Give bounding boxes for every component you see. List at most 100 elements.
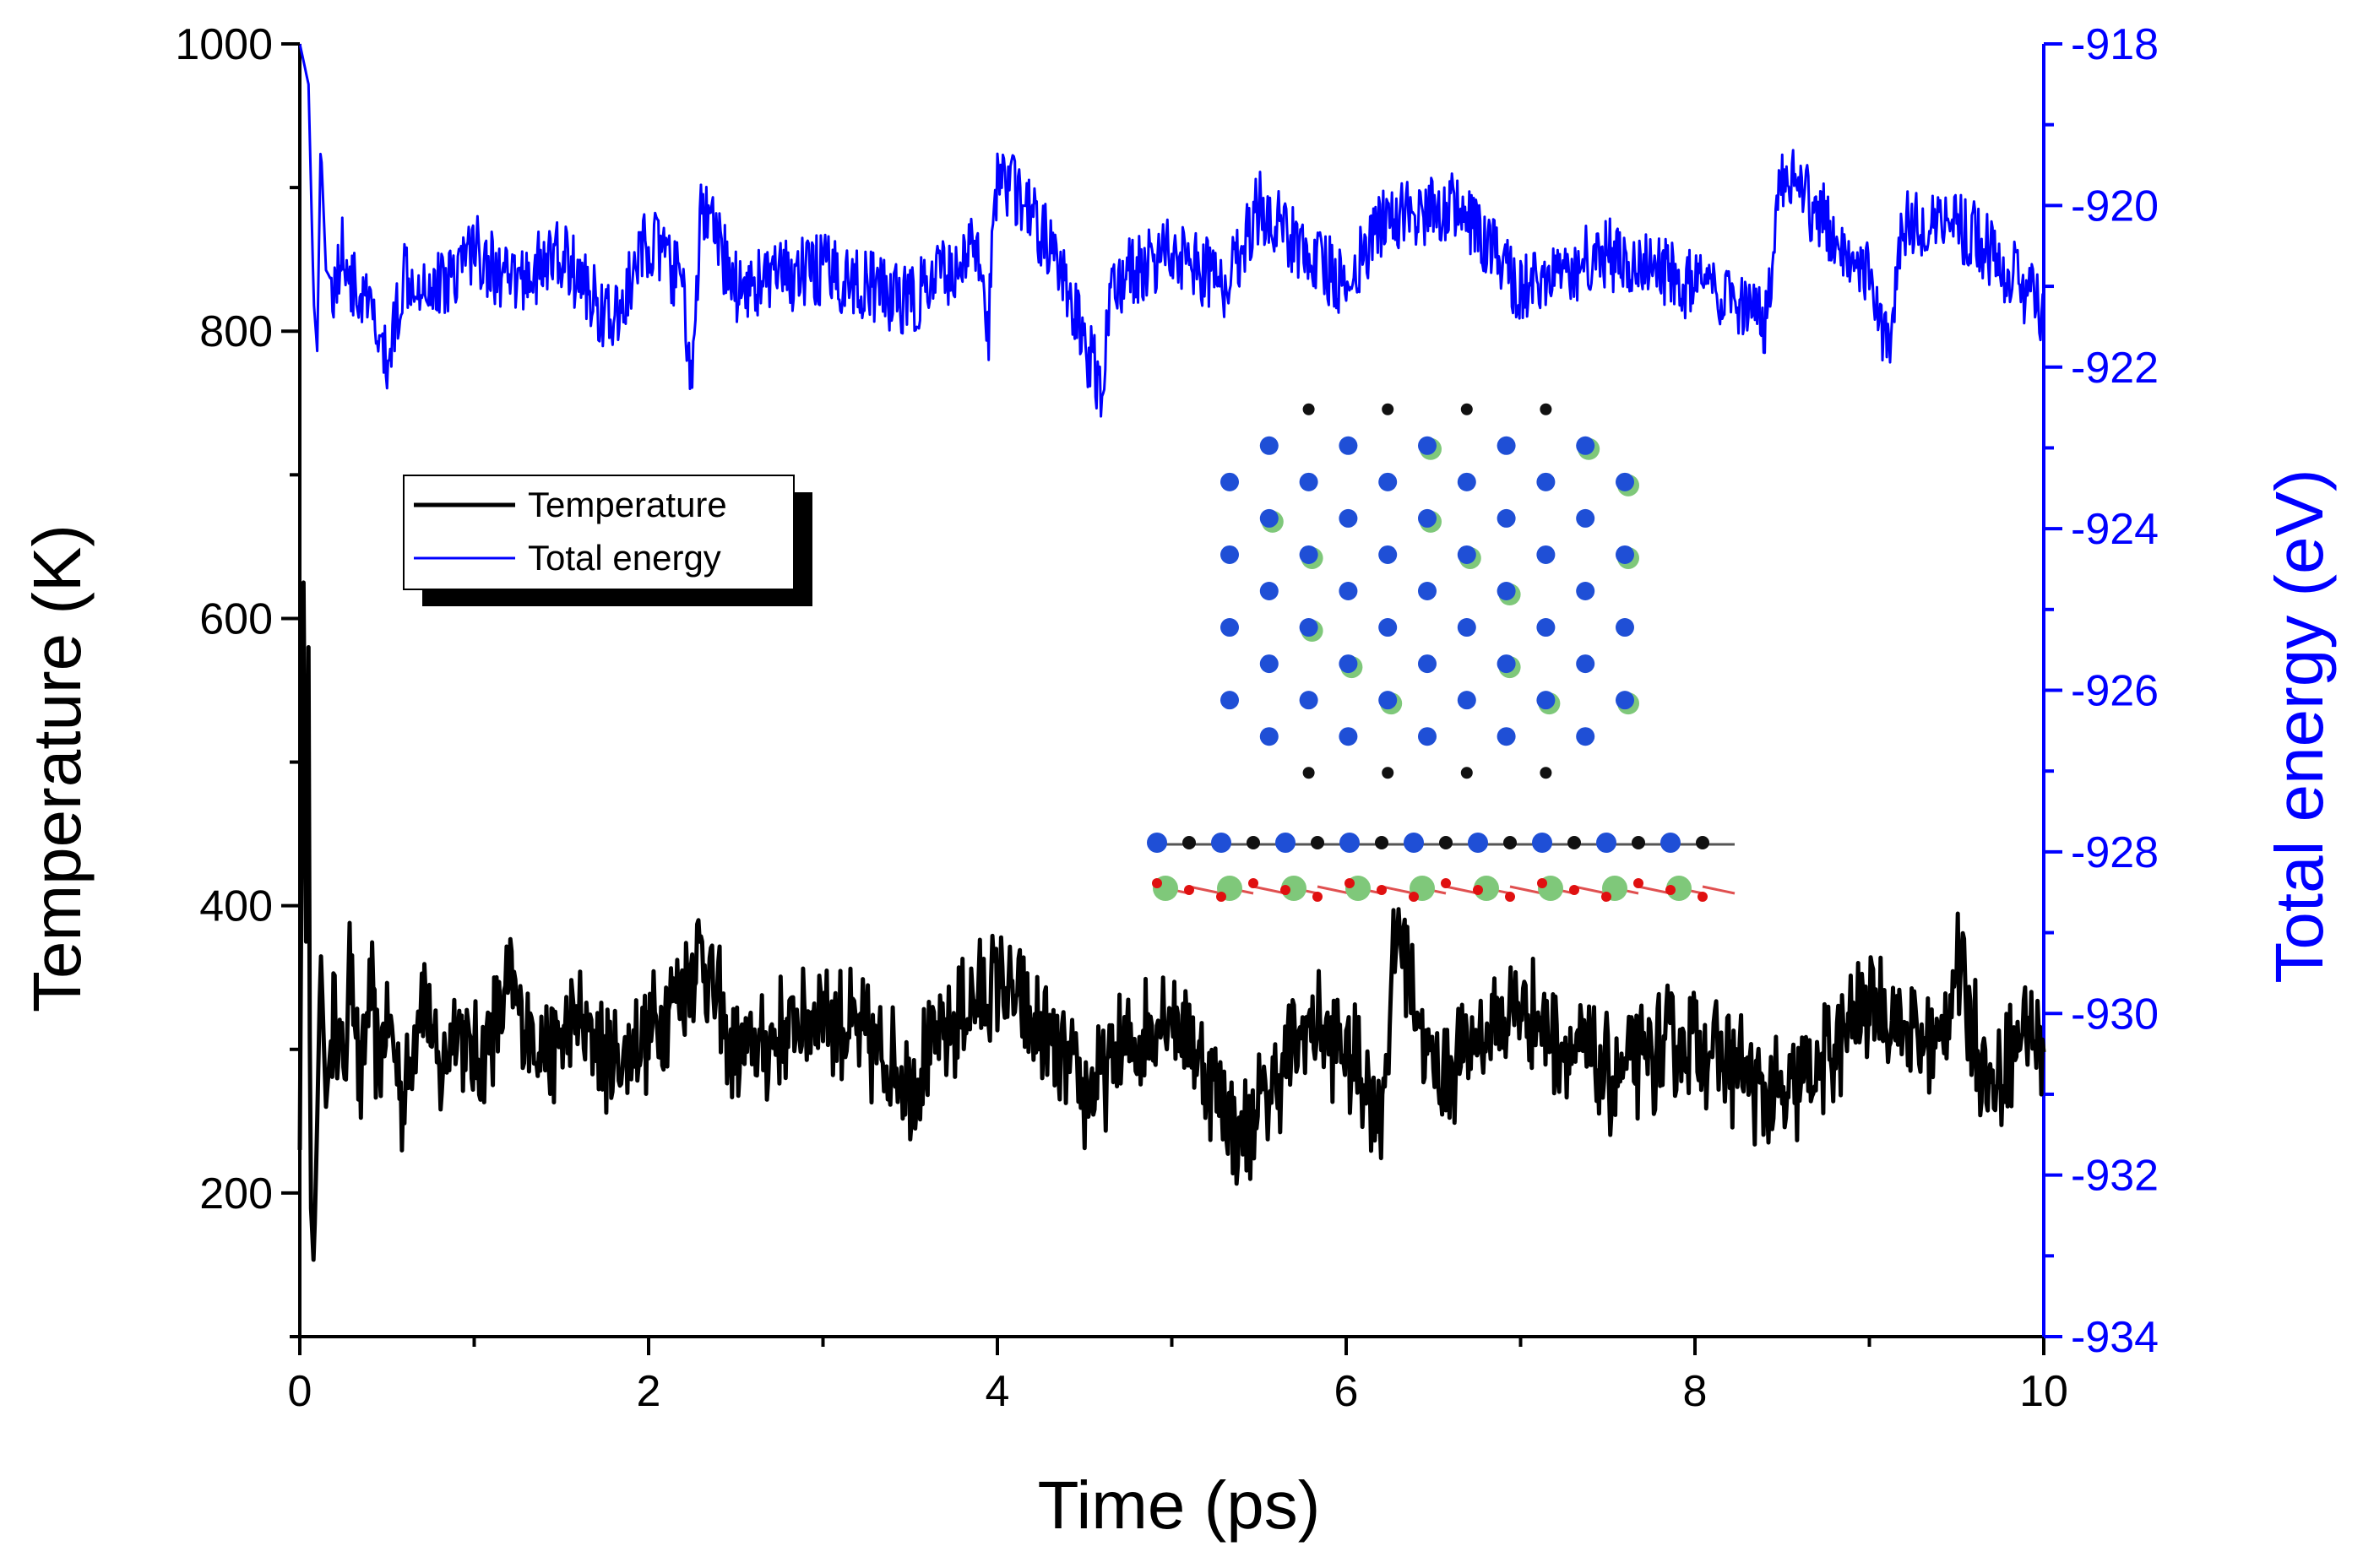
inset-atom-blue <box>1536 618 1556 638</box>
inset-atom-blue <box>1576 654 1595 674</box>
inset-atom-blue <box>1299 545 1318 564</box>
inset-atom-side-red <box>1344 878 1355 888</box>
inset-atom-blue <box>1536 472 1556 491</box>
inset-bond <box>1445 885 1479 895</box>
inset-atom-black <box>1460 767 1473 779</box>
inset-atom-side-top <box>1339 833 1360 853</box>
series-layer <box>297 43 2046 1262</box>
x-axis: 0 2 4 6 8 10 <box>288 1337 2068 1416</box>
y-right-tick-label: -922 <box>2071 344 2159 393</box>
inset-atom-side-red <box>1312 892 1323 902</box>
y-left-tick-label: 200 <box>199 1169 273 1218</box>
y-right-tick-label: -932 <box>2071 1152 2159 1201</box>
inset-atom-blue <box>1536 691 1556 710</box>
y-left-tick-label: 600 <box>199 594 273 643</box>
inset-atom-side-top <box>1247 836 1260 849</box>
inset-atom-blue <box>1299 618 1318 638</box>
inset-atom-side-red <box>1152 878 1162 888</box>
y-left-tick-label: 800 <box>199 307 273 356</box>
inset-atom-blue <box>1220 545 1239 564</box>
inset-atom-blue <box>1616 691 1634 710</box>
inset-atom-side-red <box>1216 892 1226 902</box>
inset-atom-black <box>1302 403 1315 415</box>
inset-bond <box>1638 885 1671 895</box>
inset-atom-side-top <box>1567 836 1581 849</box>
x-tick-label: 4 <box>986 1367 1010 1416</box>
inset-atom-blue <box>1576 727 1595 746</box>
x-tick-label: 10 <box>2019 1367 2068 1416</box>
inset-bond <box>1252 885 1286 895</box>
inset-atom-blue <box>1339 727 1358 746</box>
y-right-tick-label: -918 <box>2071 20 2159 69</box>
inset-atom-blue <box>1339 436 1358 455</box>
y-right-tick-label: -930 <box>2071 990 2159 1039</box>
inset-atom-blue <box>1497 508 1516 528</box>
y-left-tick-label: 1000 <box>175 20 273 69</box>
inset-atom-side-top <box>1660 833 1681 853</box>
inset-atom-blue <box>1457 545 1476 564</box>
inset-atom-blue <box>1378 618 1398 638</box>
inset-atom-black <box>1382 403 1394 415</box>
inset-atom-blue <box>1378 472 1398 491</box>
inset-atom-side-red <box>1473 885 1483 895</box>
y-right-tick-label: -926 <box>2071 667 2159 716</box>
inset-atom-side-red <box>1505 892 1515 902</box>
inset-atom-blue <box>1457 472 1476 491</box>
inset-atom-blue <box>1259 582 1279 600</box>
y-right-tick-label: -920 <box>2071 182 2159 231</box>
inset-atom-blue <box>1259 654 1279 674</box>
inset-atom-blue <box>1220 691 1239 710</box>
y-axis-left-title: Temperature (K) <box>19 524 95 1012</box>
y-right-tick-label: -924 <box>2071 505 2159 554</box>
inset-atom-blue <box>1259 508 1279 528</box>
x-tick-label: 6 <box>1334 1367 1359 1416</box>
inset-bond <box>1573 885 1607 895</box>
inset-atom-blue <box>1339 654 1358 674</box>
inset-atom-side-red <box>1409 892 1419 902</box>
inset-atom-side-top <box>1632 836 1645 849</box>
inset-atom-blue <box>1497 727 1516 746</box>
inset-atom-blue <box>1418 654 1437 674</box>
inset-atom-blue <box>1259 727 1279 746</box>
inset-atom-side-red <box>1248 878 1258 888</box>
x-axis-title: Time (ps) <box>1038 1468 1321 1543</box>
y-axis-left: 200 400 600 800 1000 <box>175 20 300 1338</box>
inset-atom-side-red <box>1377 885 1387 895</box>
inset-atom-blue <box>1220 472 1239 491</box>
inset-atom-blue <box>1576 436 1595 455</box>
inset-atom-side-red <box>1537 878 1547 888</box>
inset-bond <box>1188 885 1222 895</box>
inset-atom-black <box>1302 767 1315 779</box>
inset-atom-blue <box>1299 472 1318 491</box>
inset-atom-side-top <box>1503 836 1517 849</box>
inset-atom-blue <box>1220 618 1239 638</box>
inset-atom-blue <box>1457 691 1476 710</box>
inset-atom-blue <box>1616 472 1634 491</box>
inset-atom-side-red <box>1698 892 1708 902</box>
inset-atom-side-top <box>1275 833 1296 853</box>
x-tick-label: 2 <box>637 1367 661 1416</box>
legend: Temperature Total energy <box>403 475 812 606</box>
y-left-tick-label: 400 <box>199 882 273 931</box>
inset-bond <box>1509 885 1543 895</box>
inset-atom-side-red <box>1665 885 1676 895</box>
inset-atom-blue <box>1259 436 1279 455</box>
inset-bond <box>1381 885 1415 895</box>
series-line-temperature <box>297 580 2046 1262</box>
inset-atom-side-top <box>1596 833 1616 853</box>
inset-atom-blue <box>1616 545 1634 564</box>
inset-atom-blue <box>1378 545 1398 564</box>
inset-atom-side-red <box>1441 878 1451 888</box>
inset-atom-blue <box>1497 654 1516 674</box>
y-axis-right: -934 -932 -930 -928 -926 -924 -922 -920 -918 <box>2044 20 2159 1362</box>
y-right-tick-label: -928 <box>2071 828 2159 877</box>
inset-atom-black <box>1540 767 1552 779</box>
inset-atom-blue <box>1418 508 1437 528</box>
x-tick-label: 0 <box>288 1367 312 1416</box>
inset-atom-side-green <box>1281 876 1306 901</box>
y-axis-right-title: Total energy (eV) <box>2262 469 2337 983</box>
legend-box <box>403 475 795 590</box>
inset-atom-side-top <box>1404 833 1424 853</box>
inset-atom-blue <box>1418 727 1437 746</box>
